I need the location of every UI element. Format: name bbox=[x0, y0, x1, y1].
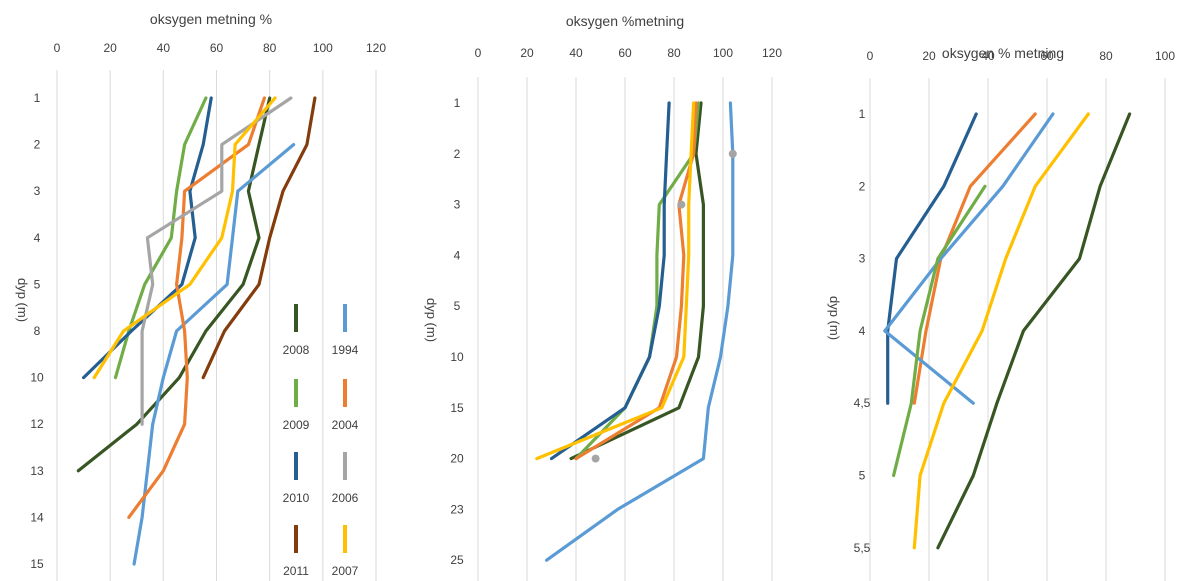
y-tick-label: 4 bbox=[859, 324, 866, 338]
y-tick-label: 5 bbox=[454, 299, 461, 313]
y-tick-label: 4 bbox=[34, 231, 41, 245]
series-line bbox=[883, 112, 1055, 405]
panel-1-grid bbox=[56, 70, 377, 581]
x-tick-label: 20 bbox=[922, 49, 936, 63]
x-tick-label: 100 bbox=[1155, 49, 1175, 63]
y-tick-label: 14 bbox=[30, 510, 44, 524]
panel-1-series bbox=[76, 96, 317, 566]
legend-label: 2006 bbox=[332, 491, 359, 505]
series-line bbox=[886, 112, 978, 405]
y-tick-label: 2 bbox=[859, 179, 866, 193]
x-tick-label: 60 bbox=[618, 46, 632, 60]
series-line-2006 bbox=[140, 96, 293, 426]
data-point bbox=[591, 454, 600, 463]
data-point bbox=[728, 149, 737, 158]
x-tick-label: 120 bbox=[366, 41, 386, 55]
y-tick-label: 1 bbox=[34, 91, 41, 105]
panel-3-title: oksygen % metning bbox=[942, 45, 1064, 61]
x-tick-label: 60 bbox=[210, 41, 224, 55]
series-line bbox=[936, 112, 1132, 550]
data-point bbox=[677, 200, 686, 209]
y-tick-label: 10 bbox=[30, 371, 44, 385]
series-line-2008 bbox=[76, 96, 272, 473]
x-tick-label: 40 bbox=[157, 41, 171, 55]
y-tick-label: 5 bbox=[34, 277, 41, 291]
series-line-2004 bbox=[127, 96, 266, 520]
legend-label: 2011 bbox=[283, 564, 309, 578]
series-line-2009 bbox=[113, 96, 208, 380]
panel-1-legend: 2008 2009 2010 2011 1994 2004 2006 2007 bbox=[283, 304, 359, 578]
panel-1: oksygen metning % 0 20 40 60 80 100 120 123458… bbox=[15, 11, 386, 581]
y-tick-label: 15 bbox=[30, 557, 44, 571]
panel-2-ylabel: dyp (m) bbox=[424, 298, 439, 342]
panel-3-yticks: 1 2 3 4 4,5 5 5,5 bbox=[854, 107, 871, 555]
panel-2-xticks: 0 20 40 60 80 100 120 bbox=[475, 46, 783, 60]
x-tick-label: 80 bbox=[1099, 49, 1113, 63]
panel-2-title: oksygen %metning bbox=[566, 13, 684, 29]
x-tick-label: 100 bbox=[313, 41, 333, 55]
y-tick-label: 5,5 bbox=[854, 541, 871, 555]
panel-1-xticks: 0 20 40 60 80 100 120 bbox=[54, 41, 387, 55]
legend-label: 2009 bbox=[283, 418, 310, 432]
panel-1-title: oksygen metning % bbox=[150, 11, 272, 27]
x-tick-label: 80 bbox=[667, 46, 681, 60]
legend-label: 2004 bbox=[332, 418, 359, 432]
y-tick-label: 1 bbox=[454, 96, 461, 110]
x-tick-label: 0 bbox=[475, 46, 482, 60]
panel-3-ylabel: dyp (m) bbox=[827, 296, 842, 340]
y-tick-label: 20 bbox=[450, 452, 464, 466]
panel-3-xticks: 0 20 40 60 80 100 bbox=[867, 49, 1176, 63]
x-tick-label: 60 bbox=[1040, 49, 1054, 63]
series-line bbox=[535, 101, 696, 461]
panel-3-series bbox=[883, 112, 1132, 550]
series-line-2007 bbox=[92, 96, 277, 380]
x-tick-label: 0 bbox=[54, 41, 61, 55]
series-line bbox=[912, 112, 1090, 550]
x-tick-label: 100 bbox=[713, 46, 733, 60]
series-line-2010 bbox=[81, 96, 213, 380]
series-line bbox=[574, 101, 698, 461]
series-line bbox=[912, 112, 1037, 405]
series-line bbox=[569, 101, 706, 461]
legend-label: 2007 bbox=[332, 564, 359, 578]
x-tick-label: 0 bbox=[867, 49, 874, 63]
panel-3-grid bbox=[869, 78, 1166, 581]
y-tick-label: 23 bbox=[450, 502, 464, 516]
panel-2: oksygen %metning 0 20 40 60 80 100 120 1234510… bbox=[424, 13, 782, 581]
legend-label: 1994 bbox=[332, 343, 359, 357]
x-tick-label: 120 bbox=[762, 46, 782, 60]
x-tick-label: 20 bbox=[520, 46, 534, 60]
x-tick-label: 40 bbox=[981, 49, 995, 63]
y-tick-label: 8 bbox=[34, 324, 41, 338]
y-tick-label: 25 bbox=[450, 553, 464, 567]
x-tick-label: 20 bbox=[103, 41, 117, 55]
x-tick-label: 40 bbox=[569, 46, 583, 60]
x-tick-label: 80 bbox=[263, 41, 277, 55]
panel-3: oksygen % metning 0 20 40 60 80 100 1 2 3 4 4,5 5 5… bbox=[827, 45, 1175, 581]
series-line bbox=[544, 101, 735, 562]
y-tick-label: 13 bbox=[30, 464, 44, 478]
panel-2-series bbox=[535, 101, 737, 562]
legend-label: 2008 bbox=[283, 343, 310, 357]
y-tick-label: 10 bbox=[450, 350, 464, 364]
y-tick-label: 5 bbox=[859, 469, 866, 483]
y-tick-label: 2 bbox=[454, 147, 461, 161]
series-line-2011 bbox=[201, 96, 317, 380]
y-tick-label: 4 bbox=[454, 248, 461, 262]
y-tick-label: 3 bbox=[454, 198, 461, 212]
y-tick-label: 3 bbox=[859, 252, 866, 266]
y-tick-label: 15 bbox=[450, 401, 464, 415]
y-tick-label: 1 bbox=[859, 107, 866, 121]
legend-label: 2010 bbox=[283, 491, 310, 505]
y-tick-label: 4,5 bbox=[854, 396, 871, 410]
y-tick-label: 12 bbox=[30, 417, 44, 431]
y-tick-label: 2 bbox=[34, 138, 41, 152]
series-line bbox=[549, 101, 671, 461]
panel-1-ylabel: dyp (m) bbox=[15, 278, 30, 322]
series-line bbox=[891, 184, 987, 478]
y-tick-label: 3 bbox=[34, 184, 41, 198]
